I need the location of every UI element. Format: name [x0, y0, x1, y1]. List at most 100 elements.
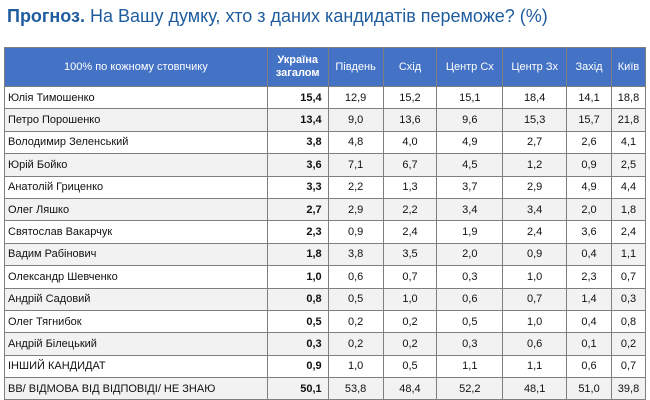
poll-table: 100% по кожному стовпчику Україна загалом…: [4, 47, 647, 400]
value-center-west: 15,3: [502, 108, 568, 132]
value-center-east: 3,4: [436, 197, 504, 222]
value-south: 1,0: [327, 354, 384, 379]
value-west: 2,6: [566, 130, 612, 155]
value-south: 2,2: [327, 175, 384, 199]
value-center-east: 0,5: [436, 309, 504, 334]
table-row: Олександр Шевченко 1,0 0,6 0,7 0,3 1,0 2,3 0,7: [4, 265, 647, 289]
value-south: 0,2: [327, 309, 384, 334]
value-center-east: 52,2: [436, 377, 504, 400]
value-east: 1,3: [382, 175, 438, 199]
value-south: 3,8: [327, 242, 384, 267]
ukraine-total-value: 0,8: [266, 287, 329, 311]
page-title: Прогноз. На Вашу думку, хто з даних канд…: [7, 6, 548, 27]
ukraine-total-value: 3,8: [266, 130, 329, 155]
table-row: Юрій Бойко 3,6 7,1 6,7 4,5 1,2 0,9 2,5: [4, 153, 647, 177]
value-west: 0,1: [566, 332, 612, 356]
value-center-west: 0,9: [502, 242, 568, 267]
value-east: 0,7: [382, 265, 438, 289]
header-total-line1: Україна: [277, 54, 318, 66]
ukraine-total-value: 50,1: [266, 377, 329, 400]
header-region-east: Схід: [382, 47, 438, 87]
value-kyiv: 4,1: [610, 130, 647, 155]
value-east: 0,2: [382, 309, 438, 334]
header-region-center-west: Центр Зх: [502, 47, 568, 87]
value-center-west: 0,6: [502, 332, 568, 356]
candidate-name: Андрій Садовий: [4, 287, 268, 311]
value-kyiv: 0,8: [610, 309, 647, 334]
ukraine-total-value: 1,0: [266, 265, 329, 289]
value-center-east: 0,3: [436, 265, 504, 289]
header-region-kyiv: Київ: [610, 47, 647, 87]
value-south: 53,8: [327, 377, 384, 400]
value-center-west: 2,4: [502, 220, 568, 244]
table-row: Андрій Садовий 0,8 0,5 1,0 0,6 0,7 1,4 0,3: [4, 287, 647, 311]
value-east: 15,2: [382, 85, 438, 110]
table-body: Юлія Тимошенко 15,4 12,9 15,2 15,1 18,4 14,1 18…: [4, 85, 647, 400]
header-first-column: 100% по кожному стовпчику: [4, 47, 268, 87]
value-south: 0,6: [327, 265, 384, 289]
candidate-name: ІНШИЙ КАНДИДАТ: [4, 354, 268, 379]
value-west: 51,0: [566, 377, 612, 400]
candidate-name: Юрій Бойко: [4, 153, 268, 177]
value-east: 0,2: [382, 332, 438, 356]
value-west: 0,4: [566, 242, 612, 267]
candidate-name: Володимир Зеленський: [4, 130, 268, 155]
value-east: 2,4: [382, 220, 438, 244]
ukraine-total-value: 15,4: [266, 85, 329, 110]
value-west: 2,0: [566, 197, 612, 222]
ukraine-total-value: 0,3: [266, 332, 329, 356]
header-ukraine-total: Україна загалом: [266, 47, 329, 87]
value-center-west: 1,0: [502, 265, 568, 289]
table-row: Юлія Тимошенко 15,4 12,9 15,2 15,1 18,4 14,1 18…: [4, 85, 647, 110]
ukraine-total-value: 2,7: [266, 197, 329, 222]
value-west: 1,4: [566, 287, 612, 311]
candidate-name: Вадим Рабінович: [4, 242, 268, 267]
value-center-west: 2,7: [502, 130, 568, 155]
candidate-name: Анатолій Гриценко: [4, 175, 268, 199]
value-south: 4,8: [327, 130, 384, 155]
header-total-line2: загалом: [275, 67, 320, 79]
candidate-name: Олександр Шевченко: [4, 265, 268, 289]
ukraine-total-value: 13,4: [266, 108, 329, 132]
ukraine-total-value: 1,8: [266, 242, 329, 267]
value-kyiv: 1,1: [610, 242, 647, 267]
table-row: Святослав Вакарчук 2,3 0,9 2,4 1,9 2,4 3,6 2,4: [4, 220, 647, 244]
value-kyiv: 0,7: [610, 265, 647, 289]
value-east: 6,7: [382, 153, 438, 177]
value-center-east: 15,1: [436, 85, 504, 110]
table-row: Петро Порошенко 13,4 9,0 13,6 9,6 15,3 15,7 21,…: [4, 108, 647, 132]
value-west: 14,1: [566, 85, 612, 110]
candidate-name: Петро Порошенко: [4, 108, 268, 132]
table-row: Олег Ляшко 2,7 2,9 2,2 3,4 3,4 2,0 1,8: [4, 197, 647, 222]
table-row: Вадим Рабінович 1,8 3,8 3,5 2,0 0,9 0,4 1,1: [4, 242, 647, 267]
table-header-row: 100% по кожному стовпчику Україна загалом…: [4, 47, 647, 87]
table-row: ІНШИЙ КАНДИДАТ 0,9 1,0 0,5 1,1 1,1 0,6 0,7: [4, 354, 647, 379]
ukraine-total-value: 2,3: [266, 220, 329, 244]
title-bold: Прогноз.: [7, 6, 86, 26]
value-west: 15,7: [566, 108, 612, 132]
value-west: 0,9: [566, 153, 612, 177]
value-center-east: 4,9: [436, 130, 504, 155]
table-row: Володимир Зеленський 3,8 4,8 4,0 4,9 2,7 2,6 4,…: [4, 130, 647, 155]
value-kyiv: 39,8: [610, 377, 647, 400]
value-center-east: 3,7: [436, 175, 504, 199]
value-east: 13,6: [382, 108, 438, 132]
table-row: Олег Тягнибок 0,5 0,2 0,2 0,5 1,0 0,4 0,8: [4, 309, 647, 334]
header-region-center-east: Центр Сх: [436, 47, 504, 87]
value-south: 12,9: [327, 85, 384, 110]
value-center-west: 1,2: [502, 153, 568, 177]
value-west: 0,4: [566, 309, 612, 334]
value-center-east: 1,9: [436, 220, 504, 244]
header-region-west: Захід: [566, 47, 612, 87]
candidate-name: Юлія Тимошенко: [4, 85, 268, 110]
value-east: 1,0: [382, 287, 438, 311]
value-west: 3,6: [566, 220, 612, 244]
candidate-name: Олег Тягнибок: [4, 309, 268, 334]
value-kyiv: 2,5: [610, 153, 647, 177]
value-east: 4,0: [382, 130, 438, 155]
value-kyiv: 2,4: [610, 220, 647, 244]
value-kyiv: 0,3: [610, 287, 647, 311]
value-center-east: 0,3: [436, 332, 504, 356]
value-south: 7,1: [327, 153, 384, 177]
title-question: На Вашу думку, хто з даних кандидатів пе…: [85, 6, 548, 26]
